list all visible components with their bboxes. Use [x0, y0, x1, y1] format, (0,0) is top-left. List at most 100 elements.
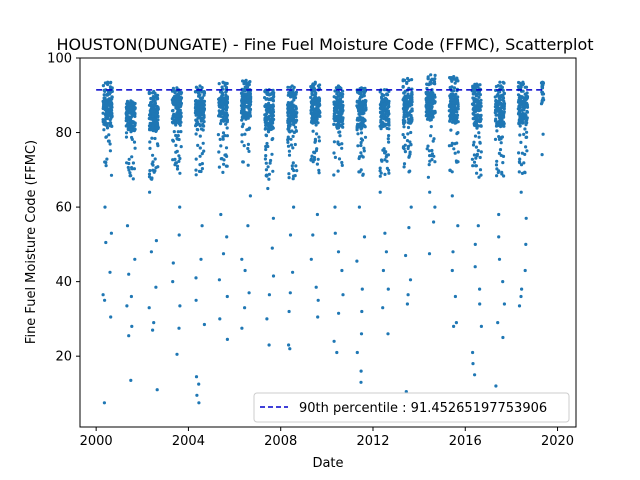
scatter-point: [225, 126, 229, 130]
scatter-point: [428, 190, 432, 194]
scatter-point: [453, 294, 457, 299]
scatter-point: [288, 122, 292, 126]
scatter-point: [407, 226, 411, 230]
chart-title: HOUSTON(DUNGATE) - Fine Fuel Moisture Co…: [56, 35, 593, 54]
scatter-point: [194, 375, 199, 379]
x-tick-label: 2020: [541, 434, 574, 449]
scatter-point: [147, 91, 152, 95]
scatter-point: [270, 91, 274, 95]
scatter-point: [494, 163, 499, 167]
x-axis-title: Date: [312, 456, 343, 471]
scatter-point: [456, 150, 460, 154]
scatter-point: [175, 167, 180, 171]
scatter-point: [317, 171, 321, 175]
x-tick-label: 2012: [356, 434, 389, 449]
scatter-point: [427, 102, 431, 106]
scatter-point: [385, 112, 389, 116]
scatter-point: [201, 116, 205, 120]
scatter-point: [151, 112, 155, 116]
scatter-point: [524, 216, 528, 220]
y-tick-label: 80: [55, 126, 72, 141]
scatter-point: [363, 86, 367, 90]
scatter-point: [289, 105, 294, 109]
scatter-point: [221, 137, 225, 141]
scatter-point: [102, 128, 106, 132]
scatter-point: [270, 126, 274, 130]
scatter-point: [358, 99, 362, 103]
scatter-point: [311, 99, 315, 103]
scatter-point: [314, 123, 318, 127]
scatter-point: [378, 106, 382, 110]
scatter-point: [359, 151, 363, 155]
scatter-point: [219, 144, 223, 148]
scatter-point: [378, 166, 382, 170]
scatter-point: [148, 140, 152, 144]
scatter-point: [130, 155, 134, 159]
scatter-point: [337, 157, 342, 161]
scatter-point: [271, 105, 275, 109]
scatter-point: [497, 151, 501, 155]
scatter-point: [525, 135, 529, 139]
scatter-point: [220, 118, 224, 123]
scatter-point: [518, 101, 522, 105]
scatter-point: [103, 119, 107, 123]
x-tick-label: 2008: [264, 434, 297, 449]
scatter-point: [429, 80, 433, 84]
scatter-point: [455, 110, 459, 114]
scatter-point: [105, 157, 109, 161]
scatter-point: [131, 111, 135, 115]
scatter-point: [290, 129, 294, 133]
scatter-point: [452, 324, 456, 328]
scatter-point: [453, 115, 457, 119]
scatter-point: [524, 85, 529, 89]
scatter-point: [292, 174, 296, 178]
scatter-point: [201, 113, 205, 117]
scatter-point: [362, 107, 366, 111]
scatter-point: [266, 129, 271, 133]
scatter-point: [451, 250, 455, 254]
scatter-point: [334, 107, 338, 111]
scatter-point: [178, 156, 182, 161]
scatter-point: [540, 83, 545, 87]
scatter-point: [147, 175, 152, 179]
scatter-point: [357, 156, 361, 161]
scatter-point: [406, 76, 410, 81]
scatter-point: [401, 133, 405, 137]
scatter-point: [286, 113, 290, 118]
scatter-point: [383, 158, 387, 162]
scatter-point: [286, 144, 291, 148]
scatter-point: [197, 382, 201, 386]
scatter-point: [333, 155, 337, 159]
scatter-point: [130, 166, 134, 170]
scatter-point: [541, 132, 545, 136]
scatter-point: [244, 113, 249, 117]
scatter-point: [357, 205, 361, 209]
scatter-point: [149, 101, 153, 105]
scatter-point: [153, 157, 157, 161]
scatter-point: [241, 98, 245, 102]
scatter-point: [433, 205, 437, 209]
scatter-point: [179, 92, 183, 96]
scatter-point: [290, 116, 294, 120]
scatter-point: [151, 125, 155, 129]
scatter-point: [104, 121, 108, 126]
scatter-point: [409, 130, 413, 135]
scatter-point: [287, 309, 291, 314]
scatter-point: [497, 115, 501, 119]
scatter-point: [474, 117, 478, 121]
scatter-point: [217, 165, 221, 169]
scatter-point: [318, 83, 322, 87]
scatter-point: [477, 95, 481, 99]
scatter-point: [520, 287, 524, 291]
scatter-point: [266, 165, 270, 169]
scatter-point: [263, 104, 267, 108]
scatter-point: [406, 125, 411, 130]
scatter-point: [179, 114, 183, 118]
scatter-point: [471, 362, 475, 366]
y-tick-label: 100: [47, 52, 72, 67]
scatter-point: [500, 172, 504, 176]
scatter-point: [430, 110, 434, 114]
scatter-point: [311, 112, 315, 116]
scatter-point: [194, 113, 198, 117]
